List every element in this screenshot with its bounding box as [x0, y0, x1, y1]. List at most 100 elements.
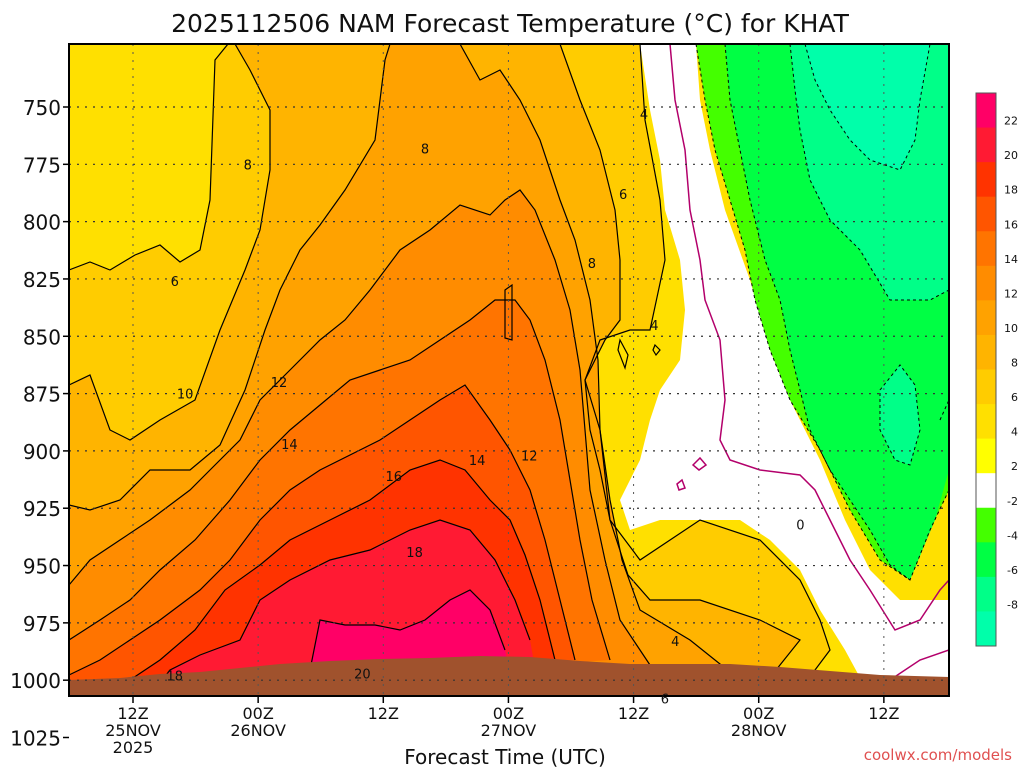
contour-line: [309, 589, 506, 671]
contour-line: [99, 459, 556, 696]
band-minus-6-island: [880, 365, 920, 465]
contour-line: [69, 44, 391, 511]
contour-value-labels: 4 6 8 8 8 6 4 12 10 14 16 14 12 18 0 4 18 20 6: [166, 108, 804, 708]
contour-value-label: 18: [406, 546, 423, 561]
contour-value-label: 12: [271, 376, 288, 391]
contour-value-label: 4: [640, 108, 648, 123]
contour-value-label: 8: [421, 142, 429, 157]
colorbar-frame: [975, 92, 997, 647]
y-axis: 750 775 800 825 850 875 900 925 950 975 1000 1025: [10, 96, 69, 750]
y-tick-label: 950: [23, 555, 61, 579]
y-tick-label: 900: [23, 440, 61, 464]
contour-value-label: 6: [171, 275, 179, 290]
x-tick-label: 27NOV: [481, 721, 537, 740]
colorbar-label: 10: [1004, 322, 1018, 335]
colorbar-segment: [976, 196, 996, 232]
contour-value-label: 14: [469, 454, 486, 469]
colorbar-segment: [976, 542, 996, 578]
y-tick-label: 800: [23, 211, 61, 235]
zero-contour-line: [691, 456, 708, 471]
contour-line: [69, 189, 661, 681]
colorbar: 22 20 18 16 14 12 10 8 6 4 2 -2 -4 -6 -8: [975, 92, 1018, 647]
x-tick-label: 2025: [113, 738, 154, 757]
contour-value-label: 8: [244, 158, 252, 173]
zero-contour-line: [676, 478, 686, 491]
colorbar-segment: [976, 231, 996, 267]
contour-value-label: 6: [661, 693, 669, 708]
zero-contour-line: [669, 44, 949, 631]
colorbar-label: -8: [1007, 598, 1018, 611]
y-tick-label: 750: [23, 96, 61, 120]
contour-value-label: 18: [166, 670, 183, 685]
colorbar-label: 2: [1011, 460, 1018, 473]
y-tick-label: 850: [23, 325, 61, 349]
colorbar-label: 4: [1011, 426, 1018, 439]
contour-value-label: 8: [588, 257, 596, 272]
colorbar-label: 8: [1011, 357, 1018, 370]
colorbar-segment: [976, 300, 996, 336]
negative-contour-line: [804, 44, 931, 171]
contour-value-label: 20: [354, 667, 371, 682]
x-tick-label: 12Z: [117, 704, 148, 723]
x-tick-label: 00Z: [242, 704, 273, 723]
colorbar-label: 14: [1004, 253, 1018, 266]
colorbar-segment: [976, 369, 996, 405]
x-tick-label: 26NOV: [230, 721, 286, 740]
colorbar-label: 6: [1011, 391, 1018, 404]
contour-line: [459, 44, 741, 681]
temperature-field: [69, 44, 949, 696]
colorbar-label: -4: [1007, 529, 1018, 542]
colorbar-segment: [976, 127, 996, 163]
y-tick-label: 875: [23, 383, 61, 407]
colorbar-segment: [976, 93, 996, 129]
grid: [69, 44, 949, 696]
contour-lines: [69, 44, 831, 696]
terrain: [69, 656, 949, 696]
contour-line: [504, 283, 513, 341]
contour-line: [559, 44, 801, 691]
contour-value-label: 4: [671, 635, 679, 650]
contour-line: [69, 384, 576, 676]
contour-line: [617, 338, 629, 371]
colorbar-segment: [976, 404, 996, 440]
colorbar-segment: [976, 334, 996, 370]
contour-line: [69, 44, 229, 271]
contour-value-label: 12: [521, 449, 538, 464]
x-tick-label: 00Z: [493, 704, 524, 723]
y-tick-label: 1000: [10, 669, 61, 693]
colorbar-segment: [976, 265, 996, 301]
contour-line: [69, 299, 611, 661]
negative-contour-line: [789, 44, 949, 301]
y-tick-label: 975: [23, 612, 61, 636]
contour-value-label: 14: [281, 438, 298, 453]
colorbar-label: 18: [1004, 184, 1018, 197]
colorbar-segment: [976, 576, 996, 612]
contour-line: [69, 44, 271, 441]
y-tick-label: 1025: [10, 726, 61, 750]
contour-value-label: 0: [796, 518, 804, 533]
colorbar-label: 20: [1004, 149, 1018, 162]
contour-line: [149, 519, 531, 696]
contour-value-label: 4: [650, 319, 658, 334]
negative-contour-line: [724, 44, 911, 581]
colorbar-segment: [976, 507, 996, 543]
colorbar-label: 12: [1004, 287, 1018, 300]
colorbar-label: 16: [1004, 218, 1018, 231]
band-minus-8: [805, 44, 930, 170]
x-tick-label: 12Z: [868, 704, 899, 723]
x-axis-label: Forecast Time (UTC): [404, 745, 606, 768]
negative-contours: [695, 44, 949, 581]
colorbar-segment: [976, 473, 996, 509]
contour-value-label: 10: [177, 388, 194, 403]
colorbar-label: -6: [1007, 564, 1018, 577]
band-white: [620, 44, 949, 696]
x-tick-label: 12Z: [618, 704, 649, 723]
x-tick-label: 25NOV: [105, 721, 161, 740]
chart-title: 2025112506 NAM Forecast Temperature (°C)…: [171, 9, 849, 38]
negative-contour-line: [939, 399, 949, 421]
negative-contour-line: [879, 364, 921, 466]
x-tick-label: 28NOV: [731, 721, 787, 740]
x-tick-label: 12Z: [368, 704, 399, 723]
